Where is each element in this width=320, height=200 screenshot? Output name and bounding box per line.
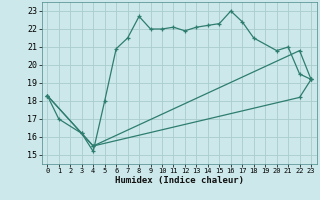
X-axis label: Humidex (Indice chaleur): Humidex (Indice chaleur) (115, 176, 244, 185)
